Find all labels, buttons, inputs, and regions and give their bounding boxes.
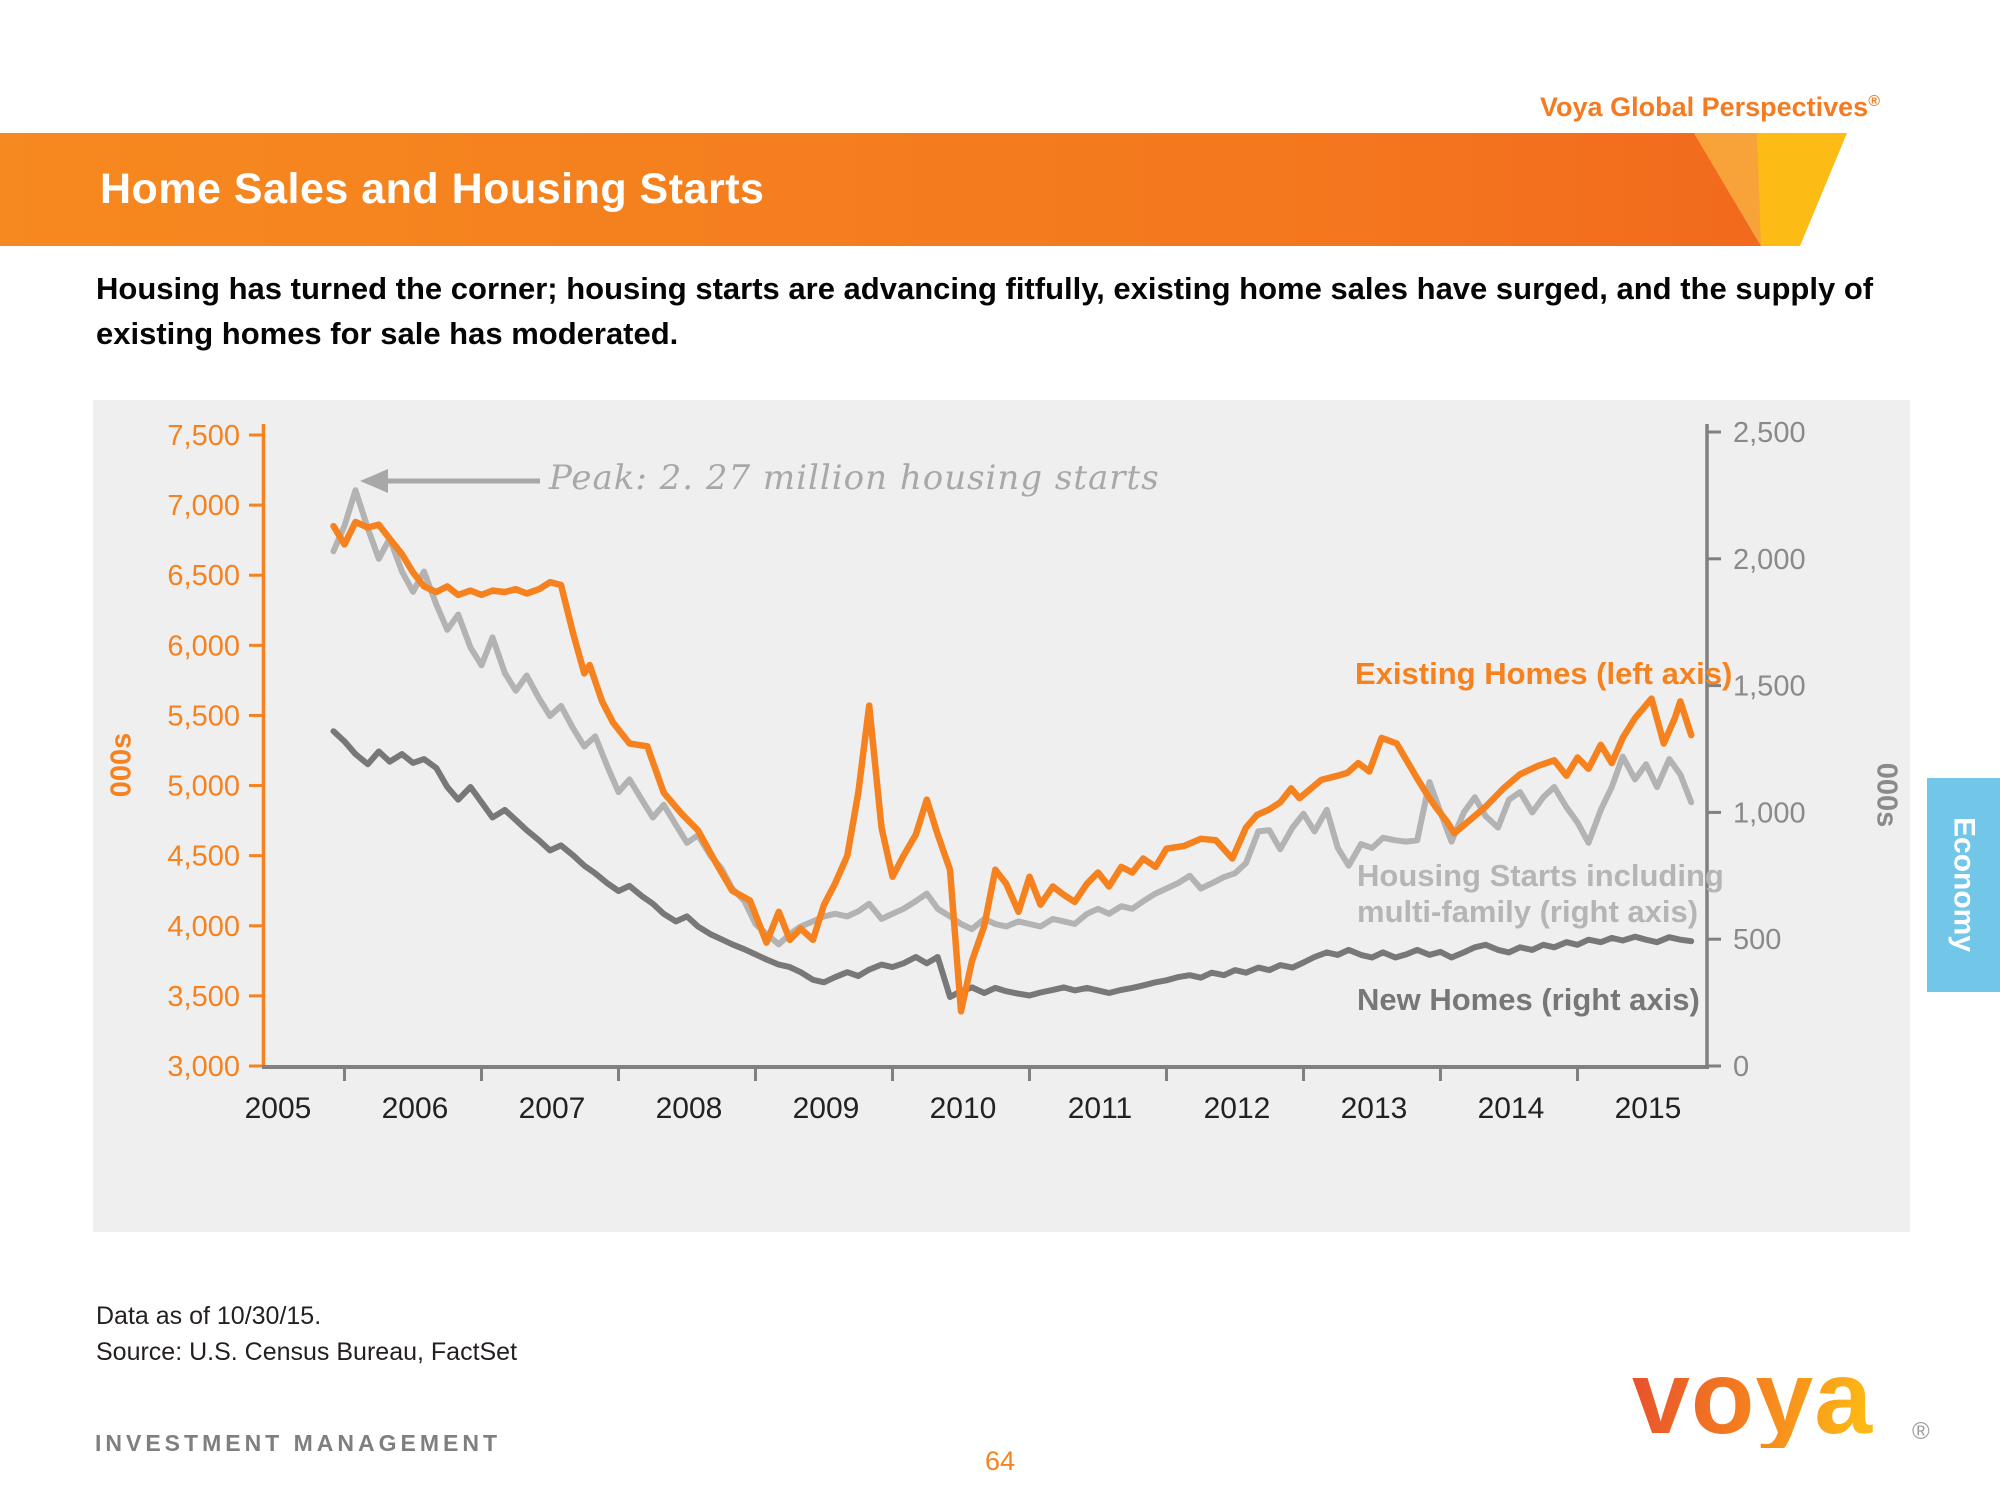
right-axis-tick-label: 0 [1733,1051,1749,1083]
brand-name: Voya Global Perspectives [1540,92,1869,122]
peak-annotation: Peak: 2. 27 million housing starts [549,458,1160,498]
right-axis-tick-label: 1,500 [1733,671,1806,703]
legend-new-homes: New Homes (right axis) [1357,982,1700,1017]
chevron-yellow-shape [1757,133,1847,246]
voya-logo-registered-mark: ® [1912,1418,1930,1445]
page-title: Home Sales and Housing Starts [100,165,765,213]
legend-housing-starts-line2: multi-family (right axis) [1357,894,1699,929]
series-line-new-homes [330,728,1695,1000]
x-axis-year-label: 2015 [1615,1092,1682,1125]
right-axis-unit-label: 000s [1870,762,1903,828]
voya-logo: voya [1632,1340,1874,1456]
title-band-graphic [0,133,1847,246]
page-number: 64 [984,1446,1016,1476]
x-axis-year-label: 2005 [245,1092,312,1125]
x-axis-year-label: 2008 [656,1092,723,1125]
left-axis-tick-label: 4,500 [167,841,240,873]
left-axis-tick-label: 6,500 [167,560,240,592]
left-axis-tick-label: 6,000 [167,630,240,662]
investment-management-label: INVESTMENT MANAGEMENT [95,1430,501,1456]
right-axis-tick-label: 500 [1733,924,1781,956]
annotation-arrow-head [360,469,388,493]
subtitle: Housing has turned the corner; housing s… [96,271,1874,351]
legend-housing-starts-line1: Housing Starts including [1357,858,1724,893]
x-axis-year-label: 2013 [1341,1092,1408,1125]
x-axis-year-label: 2011 [1068,1092,1133,1125]
left-axis-tick-label: 5,500 [167,700,240,732]
chart-panel [93,400,1910,1232]
right-axis-tick-label: 1,000 [1733,797,1806,829]
x-axis-year-label: 2010 [930,1092,997,1125]
left-axis-tick-label: 4,000 [167,911,240,943]
brand-text: Voya Global Perspectives® [1540,92,1880,123]
source-note: Source: U.S. Census Bureau, FactSet [96,1338,518,1366]
left-axis-tick-label: 7,500 [167,420,240,452]
legend-housing-starts: Housing Starts including multi-family (r… [1357,858,1724,930]
series-line-existing-homes [330,518,1695,1015]
left-axis-tick-label: 3,500 [167,981,240,1013]
tab-economy-label: Economy [1947,817,1981,953]
x-axis-year-label: 2012 [1204,1092,1271,1125]
right-axis-tick-label: 2,000 [1733,544,1806,576]
tab-economy[interactable]: Economy [1927,778,2000,992]
data-as-of-note: Data as of 10/30/15. [96,1302,322,1330]
legend-existing-homes: Existing Homes (left axis) [1355,656,1733,691]
left-axis-tick-label: 5,000 [167,771,240,803]
x-axis-year-label: 2009 [793,1092,860,1125]
left-axis-unit-label: 000s [105,732,138,798]
right-axis-tick-label: 2,500 [1733,417,1806,449]
title-band-shape [0,133,1761,246]
left-axis-tick-label: 3,000 [167,1051,240,1083]
x-axis-year-label: 2007 [519,1092,586,1125]
x-axis-year-label: 2006 [382,1092,449,1125]
left-axis-tick-label: 7,000 [167,490,240,522]
series-line-housing-starts [330,487,1695,948]
registered-mark: ® [1868,93,1880,110]
x-axis-year-label: 2014 [1478,1092,1545,1125]
